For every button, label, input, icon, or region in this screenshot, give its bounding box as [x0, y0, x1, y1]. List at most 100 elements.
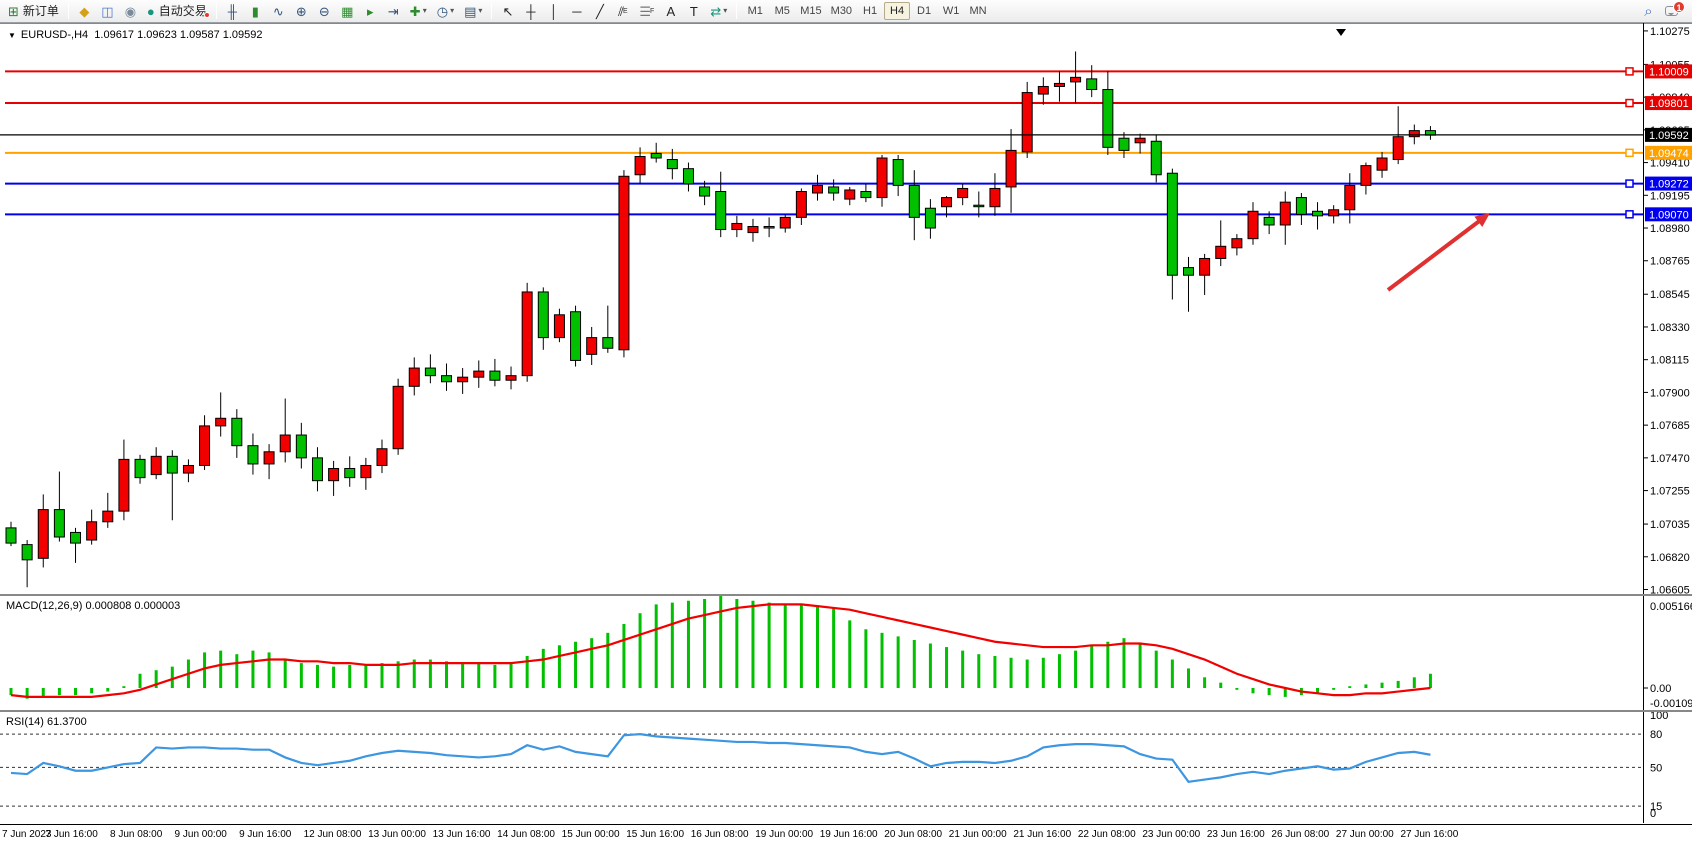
panel-splitter[interactable] — [0, 710, 1692, 712]
candle-body — [1408, 130, 1420, 138]
candle-body — [1102, 89, 1114, 148]
text-button[interactable]: A — [660, 2, 681, 21]
timeframe-d1[interactable]: D1 — [917, 5, 932, 17]
macd-panel[interactable]: 0.005166 0.00 -0.001095 — [0, 596, 1692, 710]
timeframe-m5[interactable]: M5 — [774, 5, 790, 17]
candle-body — [537, 291, 549, 339]
candle-body — [1231, 238, 1243, 249]
periods-button[interactable]: ◷ ▾ — [433, 2, 458, 21]
tile-windows-button[interactable]: ▦ — [337, 2, 358, 21]
candle-body — [973, 204, 985, 208]
candle-body — [424, 367, 436, 377]
horizontal-line-button[interactable]: ─ — [566, 2, 587, 21]
candle-body — [1328, 209, 1340, 217]
toolbar-separator — [736, 3, 738, 19]
chart-title[interactable]: ▼ EURUSD-,H4 1.09617 1.09623 1.09587 1.09… — [8, 29, 263, 41]
candle-body — [376, 448, 388, 466]
chevron-down-icon[interactable]: ▾ — [723, 6, 728, 15]
timeframe-m1[interactable]: M1 — [747, 5, 763, 17]
templates-button[interactable]: ▤ ▾ — [460, 2, 486, 21]
candlestick-button[interactable]: ▮ — [245, 2, 266, 21]
candle-body — [473, 370, 485, 378]
tile-windows-icon: ▦ — [341, 3, 354, 19]
search-button[interactable]: ⌕ — [1638, 2, 1659, 21]
timeframe-h1[interactable]: H1 — [863, 5, 878, 17]
candle-body — [489, 370, 501, 381]
candle-body — [86, 521, 98, 541]
templates-icon: ▤ — [464, 3, 477, 19]
chart-dropdown-icon[interactable]: ▼ — [8, 31, 16, 40]
candle-body — [779, 216, 791, 229]
chevron-down-icon[interactable]: ▾ — [478, 6, 483, 15]
price-chart[interactable]: 1.102751.100551.098401.096251.094101.091… — [0, 23, 1692, 595]
candles-layer[interactable] — [5, 51, 1436, 588]
price-tick-label: 1.08765 — [1650, 256, 1690, 268]
text-label-button[interactable]: T — [683, 2, 704, 21]
auto-scroll-button[interactable]: ▸ — [360, 2, 381, 21]
annotation-arrow-head[interactable] — [1474, 213, 1490, 228]
zoom-out-button[interactable]: ⊖ — [314, 2, 335, 21]
horizontal-line-icon: ─ — [572, 3, 582, 19]
equidistant-channel-button[interactable]: ⫽ E — [618, 3, 628, 19]
chart-shift-marker[interactable] — [1336, 29, 1346, 36]
candle-body — [747, 226, 759, 234]
fibonacci-button[interactable]: ☰ F — [639, 3, 655, 19]
navigator-button[interactable]: ◫ — [97, 2, 118, 21]
candle-body — [731, 222, 743, 231]
new-order-button[interactable]: ⊞ 新订单 — [4, 2, 63, 21]
terminal-button[interactable]: ◉ — [120, 2, 141, 21]
line-handle[interactable] — [1625, 210, 1634, 219]
candle-body — [279, 434, 291, 453]
candle-body — [1118, 137, 1130, 151]
equidistant-channel-icon: ⫽ — [618, 3, 624, 19]
line-handle[interactable] — [1625, 67, 1634, 76]
time-axis[interactable]: 7 Jun 2023 7 Jun 16:00 8 Jun 08:00 9 Jun 00… — [0, 824, 1692, 845]
timeframe-mn[interactable]: MN — [969, 5, 987, 17]
trendline-icon: ╱ — [595, 3, 604, 19]
candle-body — [1312, 210, 1324, 217]
auto-trading-button[interactable]: ● 自动交易 — [143, 2, 211, 21]
timeframe-w1[interactable]: W1 — [942, 5, 960, 17]
line-handle[interactable] — [1625, 98, 1634, 108]
panel-splitter[interactable] — [0, 594, 1692, 596]
price-tick-label: 1.08330 — [1650, 322, 1690, 334]
auto-scroll-icon: ▸ — [367, 3, 374, 19]
annotation-arrow[interactable] — [1386, 217, 1484, 292]
bar-chart-button[interactable]: ╫ — [222, 2, 243, 21]
toolbar-separator — [215, 3, 217, 19]
candle-body — [37, 509, 49, 559]
chevron-down-icon[interactable]: ▾ — [450, 6, 455, 15]
timeframe-m30[interactable]: M30 — [830, 5, 853, 17]
toolbar-separator — [67, 3, 69, 19]
macd-signal-line — [10, 603, 1431, 698]
candle-body — [441, 375, 453, 383]
timeframe-m15[interactable]: M15 — [800, 5, 822, 17]
vertical-line-button[interactable]: │ — [543, 2, 564, 21]
rsi-panel[interactable]: 100 80 50 150 — [0, 712, 1692, 823]
indicators-button[interactable]: ✚ ▾ — [406, 2, 431, 21]
rsi-axis-label: 15 — [1650, 801, 1662, 813]
zoom-in-button[interactable]: ⊕ — [291, 2, 312, 21]
notifications-button[interactable]: 1 — [1661, 0, 1685, 21]
time-axis-label: 7 Jun 16:00 — [45, 829, 98, 840]
crosshair-button[interactable]: ┼ — [520, 2, 541, 21]
candle-body — [1150, 140, 1162, 176]
market-watch-button[interactable]: ◆ — [74, 2, 95, 21]
crosshair-icon: ┼ — [526, 3, 536, 19]
notification-badge: 1 — [1673, 0, 1685, 13]
line-handle[interactable] — [1625, 179, 1634, 188]
price-tick-label: 1.08980 — [1650, 223, 1690, 235]
timeframe-h4[interactable]: H4 — [884, 2, 911, 20]
current-price-badge-label: 1.09592 — [1649, 130, 1689, 142]
line-chart-button[interactable]: ∿ — [268, 2, 289, 21]
time-axis-label: 9 Jun 00:00 — [174, 829, 227, 840]
line-handle[interactable] — [1625, 148, 1634, 158]
chevron-down-icon[interactable]: ▾ — [422, 6, 427, 15]
time-axis-label: 13 Jun 00:00 — [368, 829, 426, 840]
rsi-axis-label: 0 — [1650, 808, 1656, 820]
cursor-button[interactable]: ↖ — [497, 2, 518, 21]
chart-shift-button[interactable]: ⇥ — [383, 2, 404, 21]
arrows-button[interactable]: ⇄ ▾ — [706, 2, 731, 21]
candle-body — [231, 417, 243, 447]
trendline-button[interactable]: ╱ — [589, 2, 610, 21]
